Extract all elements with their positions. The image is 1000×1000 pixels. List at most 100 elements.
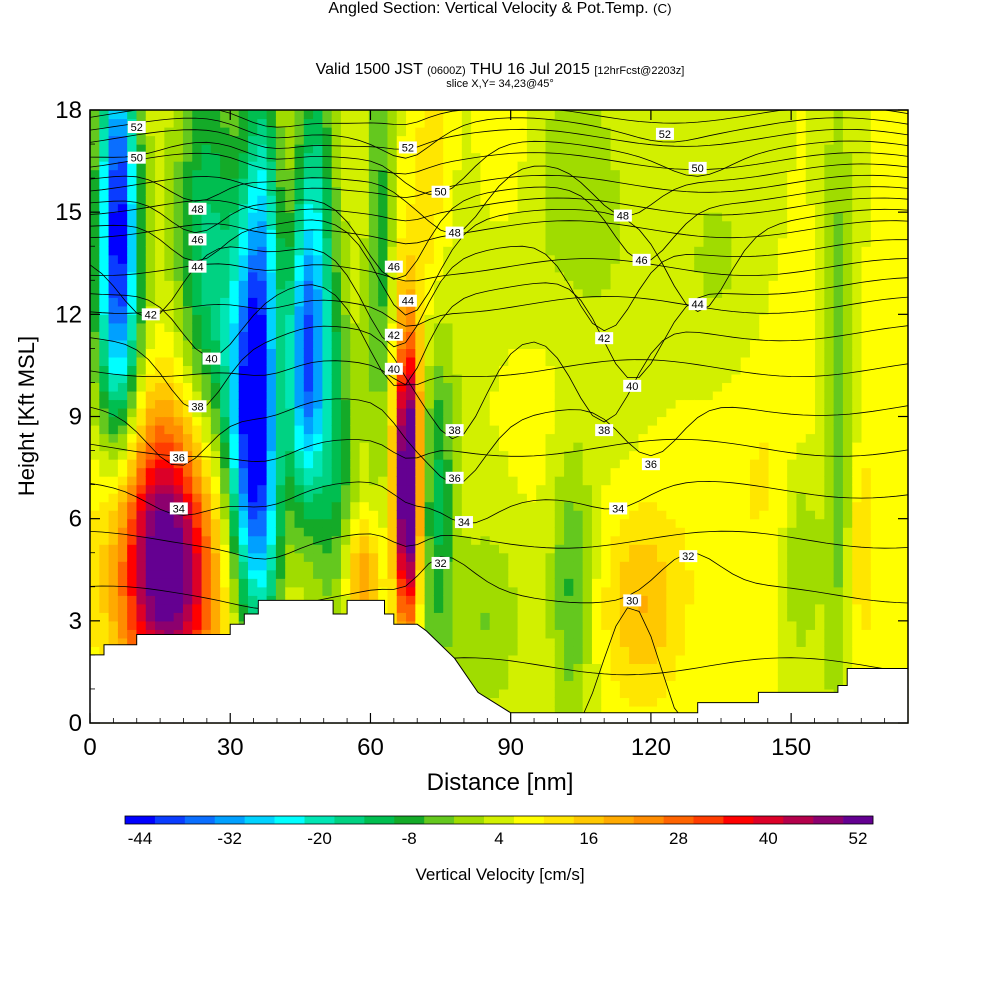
velocity-cell <box>703 390 714 401</box>
velocity-cell <box>517 305 528 315</box>
velocity-cell <box>666 144 677 154</box>
velocity-cell <box>387 382 398 392</box>
velocity-cell <box>248 297 258 307</box>
velocity-cell <box>275 348 286 358</box>
velocity-cell <box>471 254 482 264</box>
velocity-cell <box>712 195 723 205</box>
velocity-cell <box>619 135 630 145</box>
velocity-cell <box>424 399 435 409</box>
velocity-cell <box>108 390 119 401</box>
velocity-cell <box>675 535 686 545</box>
velocity-cell <box>591 697 602 707</box>
velocity-cell <box>108 399 119 409</box>
velocity-cell <box>294 476 305 486</box>
velocity-cell <box>406 493 416 503</box>
velocity-cell <box>499 144 509 154</box>
velocity-cell <box>294 220 305 230</box>
velocity-cell <box>313 390 323 401</box>
velocity-cell <box>387 493 398 503</box>
velocity-cell <box>657 518 667 528</box>
velocity-cell <box>610 246 621 256</box>
velocity-cell <box>694 442 705 452</box>
velocity-cell <box>210 135 221 145</box>
velocity-cell <box>201 152 212 162</box>
velocity-cell <box>610 271 621 281</box>
velocity-cell <box>610 373 621 384</box>
velocity-cell <box>703 144 714 154</box>
velocity-cell <box>350 595 361 605</box>
velocity-cell <box>331 493 342 503</box>
velocity-cell <box>99 493 110 503</box>
velocity-cell <box>573 501 584 511</box>
velocity-cell <box>406 246 416 256</box>
velocity-cell <box>582 314 593 324</box>
velocity-cell <box>108 612 119 622</box>
velocity-cell <box>675 620 686 630</box>
velocity-cell <box>573 416 584 426</box>
velocity-cell <box>591 671 602 682</box>
velocity-cell <box>182 382 193 392</box>
velocity-cell <box>666 203 677 213</box>
velocity-cell <box>359 356 370 367</box>
velocity-cell <box>257 237 268 247</box>
velocity-cell <box>703 603 714 613</box>
velocity-cell <box>266 186 277 196</box>
velocity-cell <box>313 254 323 264</box>
velocity-cell <box>647 237 658 247</box>
velocity-cell <box>619 246 630 256</box>
velocity-cell <box>508 510 519 520</box>
velocity-cell <box>480 484 491 494</box>
velocity-cell <box>591 680 602 690</box>
velocity-cell <box>182 416 193 426</box>
velocity-cell <box>238 186 249 196</box>
velocity-cell <box>619 561 630 571</box>
velocity-cell <box>90 603 100 613</box>
velocity-cell <box>145 220 156 230</box>
velocity-cell <box>368 246 379 256</box>
velocity-cell <box>350 356 361 367</box>
velocity-cell <box>155 331 165 341</box>
velocity-cell <box>424 373 435 384</box>
velocity-cell <box>117 467 128 477</box>
velocity-cell <box>517 169 528 179</box>
velocity-cell <box>396 518 407 528</box>
velocity-cell <box>136 612 147 622</box>
velocity-cell <box>554 705 565 716</box>
velocity-cell <box>536 697 547 707</box>
velocity-cell <box>731 544 742 554</box>
velocity-cell <box>629 637 640 647</box>
velocity-cell <box>573 612 584 622</box>
velocity-cell <box>99 322 110 332</box>
velocity-cell <box>582 501 593 511</box>
velocity-cell <box>136 527 147 537</box>
velocity-cell <box>582 144 593 154</box>
velocity-cell <box>564 186 574 196</box>
velocity-cell <box>136 442 147 452</box>
velocity-cell <box>90 493 100 503</box>
velocity-cell <box>350 382 361 392</box>
velocity-cell <box>684 620 695 630</box>
velocity-cell <box>564 646 574 656</box>
velocity-cell <box>480 390 491 401</box>
velocity-cell <box>582 203 593 213</box>
velocity-cell <box>192 135 203 145</box>
velocity-cell <box>220 484 231 494</box>
velocity-cell <box>406 212 416 222</box>
velocity-cell <box>684 501 695 511</box>
velocity-cell <box>378 561 389 571</box>
velocity-cell <box>433 620 444 630</box>
velocity-cell <box>610 237 621 247</box>
velocity-cell <box>638 407 649 418</box>
velocity-cell <box>675 688 686 699</box>
velocity-cell <box>424 356 435 367</box>
velocity-cell <box>526 612 537 622</box>
velocity-cell <box>601 578 612 588</box>
velocity-cell <box>712 297 723 307</box>
velocity-cell <box>285 203 296 213</box>
velocity-cell <box>294 161 305 171</box>
velocity-cell <box>294 425 305 435</box>
velocity-cell <box>489 484 500 494</box>
velocity-cell <box>554 229 565 239</box>
velocity-cell <box>480 118 491 128</box>
velocity-cell <box>350 433 361 443</box>
